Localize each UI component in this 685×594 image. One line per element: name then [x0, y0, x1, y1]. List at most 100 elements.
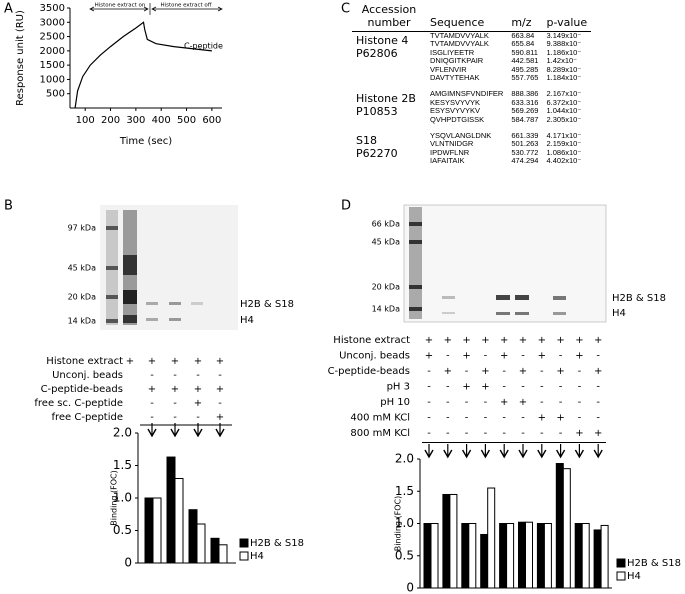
- table-row: Histone 4 P62806 TVTAMDVVYALK 663.84 3.149x1…: [352, 31, 591, 60]
- y-tick-label: 1000: [40, 74, 65, 85]
- bar: [218, 544, 228, 564]
- condition-sign: -: [446, 428, 450, 439]
- table-cell: 495.285: [511, 64, 539, 74]
- y-tick-label: 3500: [40, 3, 65, 14]
- legend-label: H4: [250, 551, 264, 562]
- panel-label: D: [341, 199, 351, 214]
- y-tick-label: 500: [46, 89, 65, 100]
- table-cell: ESYSVYVYKV: [430, 106, 481, 116]
- table-row: KESYSVYVYK 633.316 6.372x10⁻: [352, 98, 591, 107]
- table-cell: DAVTYTEHAK: [430, 73, 480, 83]
- bar: [581, 523, 590, 589]
- table-cell: VFLENVIR: [430, 64, 467, 74]
- y-tick-label: 2.0: [113, 426, 132, 440]
- gel-image: [403, 204, 607, 323]
- table-cell: ISGLIYEETR: [430, 47, 475, 57]
- bar: [536, 523, 545, 589]
- accession-cell: Histone 4 P62806: [352, 32, 426, 83]
- condition-sign: -: [540, 428, 544, 439]
- annotation-arrow-head: [217, 6, 223, 12]
- condition-sign: +: [556, 413, 564, 424]
- panel-label: A: [4, 2, 13, 17]
- table-row: DAVTYTEHAK 557.765 1.184x10⁻: [352, 73, 591, 83]
- condition-sign: -: [521, 382, 525, 393]
- condition-sign: -: [596, 382, 600, 393]
- table-cell: IPDWFLNR: [430, 147, 470, 157]
- bar: [430, 523, 439, 589]
- condition-sign: +: [575, 351, 583, 362]
- condition-sign: -: [196, 370, 200, 381]
- condition-sign: -: [150, 412, 154, 423]
- condition-label: free C-peptide: [51, 412, 123, 423]
- x-tick-label: 600: [202, 115, 221, 126]
- accession-cell: S18 P62270: [352, 132, 426, 166]
- bar: [210, 537, 220, 564]
- table-cell: 9.388x10⁻: [546, 39, 582, 49]
- accession-id: P62806: [356, 47, 398, 60]
- arrow-head: [593, 449, 603, 459]
- legend-swatch: [616, 558, 626, 568]
- condition-sign: +: [462, 351, 470, 362]
- table-cell: 557.765: [511, 73, 539, 83]
- marker-label: 97 kDa: [68, 224, 97, 233]
- y-tick-label: 1.5: [395, 484, 414, 498]
- table-cell: 8.289x10⁻: [546, 64, 582, 74]
- table-row: TVTAMDVVYALK 655.84 9.388x10⁻: [352, 39, 591, 49]
- condition-sign: -: [484, 413, 488, 424]
- table-cell: 584.787: [511, 114, 539, 124]
- condition-sign: -: [540, 397, 544, 408]
- condition-sign: +: [444, 366, 452, 377]
- condition-label: Unconj. beads: [52, 370, 123, 381]
- condition-sign: -: [521, 413, 525, 424]
- condition-sign: +: [594, 428, 602, 439]
- table-row: ISGLIYEETR 590.811 1.186x10⁻: [352, 47, 591, 57]
- table-cell: 655.84: [511, 39, 535, 49]
- bar: [188, 509, 198, 564]
- y-tick-label: 1.0: [395, 516, 414, 530]
- bar: [487, 487, 496, 589]
- x-axis-label: Time (sec): [119, 136, 172, 147]
- arrow-head: [170, 428, 180, 438]
- table-row: DNIQGITKPAIR 442.581 1.42x10⁻: [352, 56, 591, 66]
- condition-sign: -: [465, 428, 469, 439]
- condition-sign: -: [484, 397, 488, 408]
- protein-name: S18: [356, 134, 377, 148]
- table-cell: 4.402x10⁻: [546, 156, 582, 166]
- condition-sign: -: [502, 428, 506, 439]
- condition-sign: +: [575, 428, 583, 439]
- table-cell: YSQVLANGLDNK: [430, 131, 492, 141]
- condition-label: C-peptide-beads: [328, 366, 410, 377]
- bar: [461, 523, 470, 589]
- table-cell: DNIQGITKPAIR: [430, 56, 484, 66]
- condition-sign: +: [194, 356, 202, 367]
- condition-sign: +: [194, 384, 202, 395]
- y-axis-label: Binding (FOC): [110, 470, 119, 526]
- bar: [562, 468, 571, 589]
- line-series: [74, 21, 212, 109]
- accession-id: P10853: [356, 105, 398, 119]
- bar: [468, 523, 477, 589]
- arrow-head: [480, 449, 491, 459]
- bar: [449, 493, 458, 589]
- condition-sign: +: [575, 335, 583, 346]
- table-row: S18 P62270 YSQVLANGLDNK 661.339 4.171x10⁻: [352, 131, 591, 160]
- table-cell: 4.171x10⁻: [546, 131, 582, 141]
- condition-sign: +: [216, 384, 224, 395]
- arrow-head: [518, 449, 528, 459]
- annotation-arrow-head: [143, 6, 149, 12]
- y-tick-label: 1500: [40, 60, 65, 71]
- y-tick-label: 1.0: [113, 491, 132, 505]
- bar: [480, 533, 489, 589]
- condition-sign: +: [500, 397, 508, 408]
- bar: [525, 521, 533, 589]
- bar: [196, 523, 206, 564]
- y-tick-label: 0: [124, 556, 132, 570]
- marker-label: 20 kDa: [372, 283, 401, 292]
- y-tick-label: 1.5: [113, 458, 132, 472]
- condition-sign: -: [578, 397, 582, 408]
- header-row: Accession number Sequence m/z p-value: [352, 3, 592, 32]
- arrow-head: [537, 449, 547, 459]
- condition-sign: -: [427, 428, 431, 439]
- condition-label: 400 mM KCl: [350, 413, 410, 424]
